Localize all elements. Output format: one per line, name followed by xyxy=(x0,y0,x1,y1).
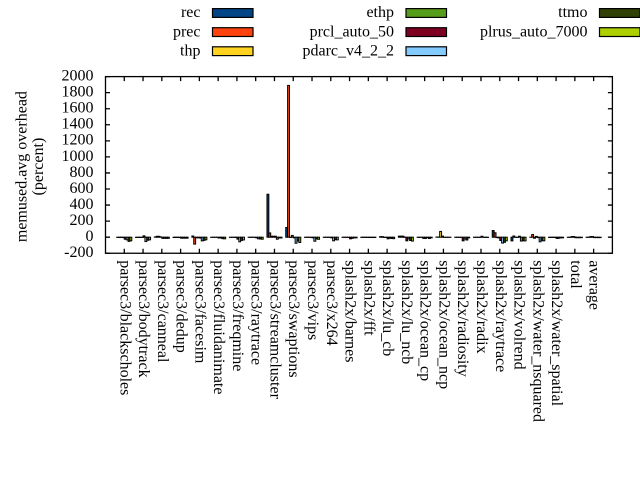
svg-text:parsec3/dedup: parsec3/dedup xyxy=(173,260,190,352)
svg-text:ttmo: ttmo xyxy=(558,4,587,21)
svg-text:parsec3/streamcluster: parsec3/streamcluster xyxy=(266,260,283,399)
svg-text:(percent): (percent) xyxy=(30,138,47,196)
svg-text:1000: 1000 xyxy=(62,148,94,165)
svg-text:splash2x/raytrace: splash2x/raytrace xyxy=(492,260,509,372)
svg-text:parsec3/swaptions: parsec3/swaptions xyxy=(285,260,302,377)
svg-text:parsec3/canneal: parsec3/canneal xyxy=(154,260,171,363)
svg-text:2000: 2000 xyxy=(62,67,94,84)
svg-text:1600: 1600 xyxy=(62,100,94,117)
svg-text:pdarc_v4_2_2: pdarc_v4_2_2 xyxy=(302,42,394,59)
svg-text:splash2x/ocean_ncp: splash2x/ocean_ncp xyxy=(435,260,452,389)
svg-text:prcl_auto_50: prcl_auto_50 xyxy=(310,23,394,40)
svg-text:1200: 1200 xyxy=(62,132,94,149)
svg-text:splash2x/ocean_cp: splash2x/ocean_cp xyxy=(417,260,434,381)
svg-text:800: 800 xyxy=(70,164,94,181)
svg-text:memused.avg overhead: memused.avg overhead xyxy=(14,91,31,242)
svg-text:parsec3/fluidanimate: parsec3/fluidanimate xyxy=(210,260,227,394)
svg-text:splash2x/lu_cb: splash2x/lu_cb xyxy=(379,260,396,356)
svg-text:splash2x/barnes: splash2x/barnes xyxy=(342,260,359,362)
svg-text:parsec3/x264: parsec3/x264 xyxy=(323,260,340,345)
svg-text:parsec3/facesim: parsec3/facesim xyxy=(191,260,208,364)
svg-text:parsec3/vips: parsec3/vips xyxy=(304,260,321,340)
svg-text:prec: prec xyxy=(173,23,201,40)
svg-text:splash2x/fft: splash2x/fft xyxy=(360,260,377,336)
svg-text:1400: 1400 xyxy=(62,116,94,133)
svg-text:ethp: ethp xyxy=(366,4,394,21)
svg-text:600: 600 xyxy=(70,180,94,197)
svg-text:parsec3/freqmine: parsec3/freqmine xyxy=(229,260,246,371)
svg-text:splash2x/lu_ncb: splash2x/lu_ncb xyxy=(398,260,415,364)
svg-text:splash2x/radix: splash2x/radix xyxy=(473,260,490,353)
svg-text:400: 400 xyxy=(70,196,94,213)
svg-text:plrus_auto_7000: plrus_auto_7000 xyxy=(480,23,588,40)
svg-text:total: total xyxy=(567,260,584,289)
svg-text:average: average xyxy=(586,260,603,310)
svg-text:200: 200 xyxy=(70,212,94,229)
svg-text:-200: -200 xyxy=(64,244,93,261)
svg-text:splash2x/volrend: splash2x/volrend xyxy=(511,260,528,369)
svg-text:splash2x/radiosity: splash2x/radiosity xyxy=(454,260,471,376)
svg-text:parsec3/raytrace: parsec3/raytrace xyxy=(248,260,265,365)
svg-text:splash2x/water_spatial: splash2x/water_spatial xyxy=(548,260,565,406)
svg-text:parsec3/blackscholes: parsec3/blackscholes xyxy=(116,260,133,395)
svg-text:splash2x/water_nsquared: splash2x/water_nsquared xyxy=(529,260,546,422)
svg-text:0: 0 xyxy=(86,228,94,245)
svg-text:thp: thp xyxy=(180,42,200,59)
svg-text:parsec3/bodytrack: parsec3/bodytrack xyxy=(135,260,152,377)
svg-text:1800: 1800 xyxy=(62,84,94,101)
svg-text:rec: rec xyxy=(181,4,201,21)
